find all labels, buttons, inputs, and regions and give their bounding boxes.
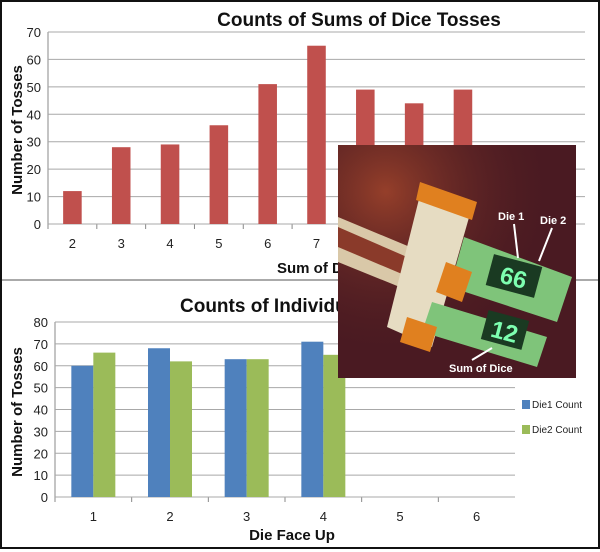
- individual-y-tick-label: 60: [34, 359, 48, 374]
- sums-x-tick-label: 5: [215, 236, 222, 251]
- die1-arrow-icon: [513, 223, 519, 259]
- die2-bar-1: [93, 352, 116, 497]
- sums-y-tick-label: 10: [27, 190, 41, 205]
- die1-bar-4: [301, 341, 324, 497]
- sums-y-tick-label: 60: [27, 52, 41, 67]
- legend-label-die2: Die2 Count: [532, 425, 582, 436]
- individual-chart: 6 5 4 3 2 1 80 70 60 50 40 30 20 10 0 Counts of Individ…: [9, 296, 582, 544]
- individual-x-tick-label: 5: [396, 509, 403, 524]
- sums-y-tick-label: 50: [27, 80, 41, 95]
- sums-x-axis-label: Sum of D: [277, 260, 343, 277]
- individual-y-tick-label: 80: [34, 315, 48, 330]
- sums-x-tick-label: 2: [69, 236, 76, 251]
- die1-bar-3: [224, 359, 247, 497]
- sums-bar-6: [258, 84, 277, 224]
- die1-label: Die 1: [498, 211, 524, 223]
- legend-swatch-die2: [522, 425, 530, 434]
- die2-bar-2: [170, 361, 192, 497]
- sums-bar-4: [160, 144, 180, 224]
- individual-x-tick-label: 1: [90, 509, 97, 524]
- sums-x-tick-label: 3: [118, 236, 125, 251]
- legend-swatch-die1: [522, 400, 530, 409]
- die1-bar-2: [148, 348, 170, 497]
- sums-bar-7: [307, 45, 326, 224]
- die2-bar-3: [246, 359, 269, 497]
- individual-chart-title: Counts of Individu: [180, 296, 347, 317]
- die2-bar-4: [323, 354, 346, 497]
- individual-y-tick-label: 0: [41, 490, 48, 505]
- individual-y-tick-label: 70: [34, 337, 48, 352]
- sum-label: Sum of Dice: [449, 363, 513, 375]
- die2-arrow-icon: [538, 227, 553, 262]
- sums-bar-2: [63, 191, 82, 224]
- sum-arrow-icon: [471, 347, 493, 361]
- sums-y-tick-label: 20: [27, 162, 41, 177]
- sums-x-tick-label: 4: [166, 236, 173, 251]
- sums-x-tick-label: 6: [264, 236, 271, 251]
- sums-bar-3: [111, 147, 131, 224]
- individual-x-tick-label: 4: [320, 509, 327, 524]
- individual-x-tick-label: 6: [473, 509, 480, 524]
- sums-y-tick-label: 30: [27, 135, 41, 150]
- die2-label: Die 2: [540, 215, 566, 227]
- individual-y-tick-label: 50: [34, 381, 48, 396]
- individual-x-tick-label: 2: [166, 509, 173, 524]
- sums-chart-title: Counts of Sums of Dice Tosses: [217, 10, 501, 31]
- individual-y-tick-label: 20: [34, 446, 48, 461]
- individual-x-axis-label: Die Face Up: [249, 527, 335, 544]
- sums-y-axis-label: Number of Tosses: [9, 65, 26, 195]
- sums-y-tick-label: 40: [27, 107, 41, 122]
- die1-bar-1: [71, 365, 94, 497]
- legend-label-die1: Die1 Count: [532, 400, 582, 411]
- individual-y-tick-label: 30: [34, 424, 48, 439]
- individual-y-axis-label: Number of Tosses: [9, 347, 26, 477]
- individual-x-tick-label: 3: [243, 509, 250, 524]
- sums-y-tick-label: 70: [27, 25, 41, 40]
- individual-y-tick-label: 10: [34, 468, 48, 483]
- sums-bar-5: [209, 125, 229, 224]
- sums-y-tick-label: 0: [34, 217, 41, 232]
- sums-x-tick-label: 7: [313, 236, 320, 251]
- dice-circuit-photo: 66 12 Die 1 Die 2 Sum of Dice: [338, 145, 576, 378]
- individual-y-tick-label: 40: [34, 403, 48, 418]
